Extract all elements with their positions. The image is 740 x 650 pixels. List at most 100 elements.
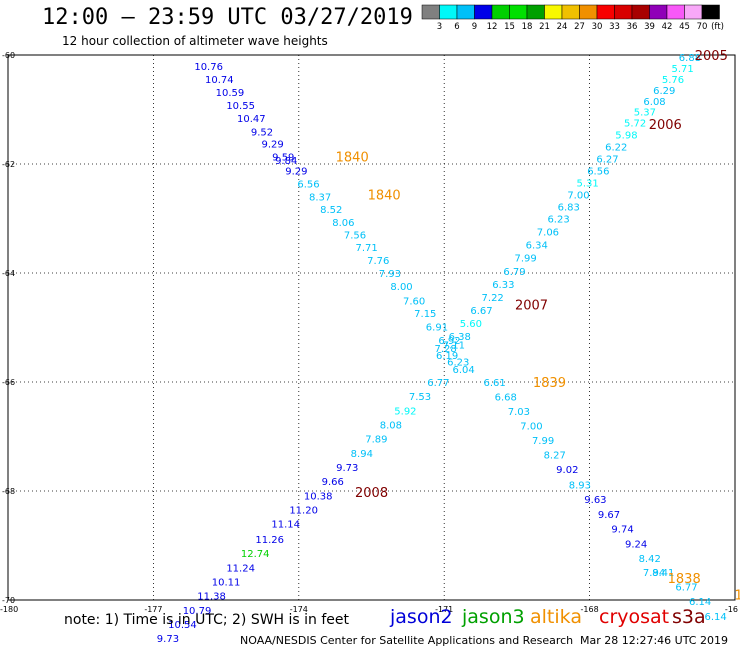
x-tick-label: -171 [435,605,453,614]
swh-value-s3a: 10.79 [183,606,212,617]
swh-value-altika: 6.14 [704,612,726,623]
swh-value-altika: 8.37 [309,193,331,204]
colorbar-swatch [701,4,720,20]
swh-value-s3a: 6.08 [643,97,665,108]
swh-value-s3a: 5.31 [577,179,599,190]
swh-value-s3a: 6.83 [558,203,580,214]
swh-value-altika: 7.28 [435,344,457,355]
legend-jason2: jason2 [390,606,453,628]
colorbar-label: 24 [557,22,568,32]
swh-value-altika: 7.94 [643,568,665,579]
swh-value-altika: 7.60 [403,296,425,307]
swh-value-s3a: 11.26 [255,535,284,546]
pass-time-label: 2005 [695,49,728,64]
x-tick-label: -168 [581,605,599,614]
y-tick-label: -60 [2,51,15,60]
swh-value-altika: 9.59 [272,152,294,163]
colorbar-label: 18 [522,22,533,32]
swh-value-s3a: 6.77 [427,378,449,389]
swh-value-altika: 6.61 [483,378,505,389]
swh-value-altika: 9.67 [598,510,620,521]
colorbar-label: 70 [697,22,708,32]
pass-time-label: 2008 [355,486,388,501]
swh-value-altika: 10.47 [237,114,266,125]
x-tick-label: -177 [144,605,162,614]
swh-value-s3a: 7.06 [537,228,559,239]
swh-value-s3a: 10.11 [212,577,241,588]
swh-value-altika: 10.59 [216,88,245,99]
swh-value-s3a: 9.73 [336,463,358,474]
swh-value-altika: 8.06 [332,218,354,229]
colorbar-label: 15 [504,22,515,32]
swh-value-altika: 9.29 [285,167,307,178]
swh-value-s3a: 5.72 [624,119,646,130]
y-tick-label: -62 [2,160,15,169]
footer-credit: NOAA/NESDIS Center for Satellite Applica… [240,634,574,647]
swh-value-s3a: 10.54 [168,620,197,631]
swh-value-s3a: 7.89 [365,435,387,446]
swh-value-altika: 7.99 [532,436,554,447]
swh-value-altika: 9.52 [251,127,273,138]
swh-value-altika: 6.23 [447,357,469,368]
swh-value-altika: 9.02 [556,465,578,476]
swh-value-altika: 7.56 [344,230,366,241]
swh-value-s3a: 6.23 [547,215,569,226]
colorbar-label: (ft) [711,22,724,32]
swh-value-s3a: 6.56 [587,167,609,178]
plot-frame [7,54,736,601]
swh-value-s3a: 7.53 [409,392,431,403]
x-tick-label: -16 [725,605,738,614]
swh-value-altika: 6.56 [297,180,319,191]
swh-value-s3a: 11.24 [226,563,255,574]
swh-value-altika: 6.68 [495,393,517,404]
swh-value-s3a: 8.94 [351,449,373,460]
swh-value-s3a: 5.76 [662,75,684,86]
footer-timestamp: Mar 28 12:27:46 UTC 2019 [580,634,728,647]
swh-value-s3a: 5.37 [634,108,656,119]
colorbar-label: 12 [487,22,498,32]
swh-value-altika: 6.92 [438,336,460,347]
colorbar-label: 9 [472,22,477,32]
y-tick-label: -64 [2,269,15,278]
swh-value-s3a: 6.79 [503,267,525,278]
swh-value-s3a: 11.20 [289,506,318,517]
swh-value-altika: 8.52 [320,205,342,216]
swh-value-altika: 10.55 [226,101,255,112]
swh-value-altika: 6.19 [436,351,458,362]
swh-value-altika: 8.42 [639,554,661,565]
colorbar-label: 27 [574,22,585,32]
pass-time-label: 18 [735,589,740,604]
page-subtitle: 12 hour collection of altimeter wave hei… [62,34,328,48]
legend-altika: altika [530,606,582,628]
colorbar-label: 42 [662,22,673,32]
swh-value-s3a: 11.38 [197,592,226,603]
swh-value-s3a: 10.38 [304,491,333,502]
swh-value-s3a: 8.08 [380,421,402,432]
swh-value-altika: 7.76 [367,256,389,267]
swh-value-altika: 7.03 [508,407,530,418]
swh-value-s3a: 6.04 [452,365,474,376]
swh-value-s3a: 5.60 [460,319,482,330]
swh-value-s3a: 6.34 [526,241,548,252]
swh-value-s3a: 7.99 [514,254,536,265]
swh-value-s3a: 5.71 [672,64,694,75]
pass-time-label: 1839 [533,376,566,391]
swh-value-s3a: 7.22 [482,293,504,304]
swh-value-altika: 7.71 [356,243,378,254]
legend-s3a: s3a [672,606,706,628]
swh-value-altika: 8.41 [652,568,674,579]
colorbar-label: 3 [437,22,442,32]
swh-value-altika: 8.93 [569,480,591,491]
swh-value-altika: 8.27 [544,450,566,461]
swh-value-altika: 8.00 [390,282,412,293]
swh-value-s3a: 6.67 [470,306,492,317]
page-title: 12:00 – 23:59 UTC 03/27/2019 [42,5,413,30]
swh-value-s3a: 7.00 [567,191,589,202]
swh-value-altika: 7.93 [379,269,401,280]
colorbar-label: 33 [609,22,620,32]
swh-value-s3a: 6.22 [605,143,627,154]
swh-value-s3a: 6.38 [449,332,471,343]
swh-value-altika: 6.14 [689,597,711,608]
y-tick-label: -70 [2,596,15,605]
